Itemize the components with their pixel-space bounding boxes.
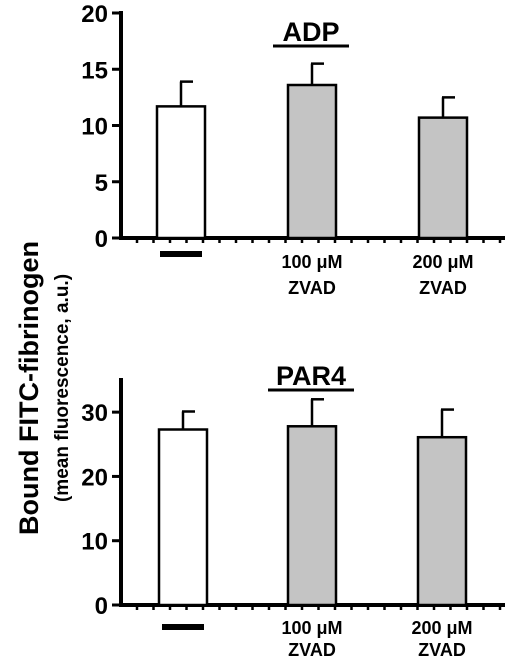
category-label-line2: ZVAD [419, 278, 467, 298]
y-axis-title-sub: (mean fluorescence, a.u.) [52, 274, 73, 502]
y-axis-title-main: Bound FITC-fibrinogen [14, 241, 44, 535]
y-tick-label: 20 [81, 464, 108, 491]
category-label-line2: ZVAD [418, 640, 466, 659]
category-label-line2: ZVAD [288, 278, 336, 298]
category-label-line1: 200 μM [411, 618, 472, 638]
y-tick-label: 15 [81, 57, 108, 84]
category-label-line1: 100 μM [281, 252, 342, 272]
category-label-line1: 100 μM [281, 618, 342, 638]
bar [417, 116, 469, 240]
bar [157, 428, 209, 607]
chart-title: ADP [282, 17, 339, 47]
y-tick-label: 0 [95, 226, 108, 253]
y-axis-title: Bound FITC-fibrinogen [14, 241, 44, 535]
chart-title: PAR4 [276, 361, 346, 391]
bar [155, 105, 207, 240]
bar [286, 425, 338, 607]
bar [286, 83, 338, 240]
y-tick-label: 30 [81, 400, 108, 427]
y-tick-label: 5 [95, 170, 108, 197]
y-axis-subtitle: (mean fluorescence, a.u.) [52, 274, 73, 502]
category-label-line2: ZVAD [288, 640, 336, 659]
par4-panel: PAR4 0 10 20 30 100 μM ZVAD 200 μM ZVAD [81, 361, 505, 659]
y-tick-label: 0 [95, 593, 108, 620]
y-tick-label: 20 [81, 1, 108, 28]
adp-panel: ADP 0 5 10 15 20 100 μM ZVAD 200 μM ZVAD [81, 1, 505, 298]
bar [416, 435, 468, 607]
y-tick-label: 10 [81, 114, 108, 141]
y-tick-label: 10 [81, 529, 108, 556]
category-label-line1: 200 μM [412, 252, 473, 272]
